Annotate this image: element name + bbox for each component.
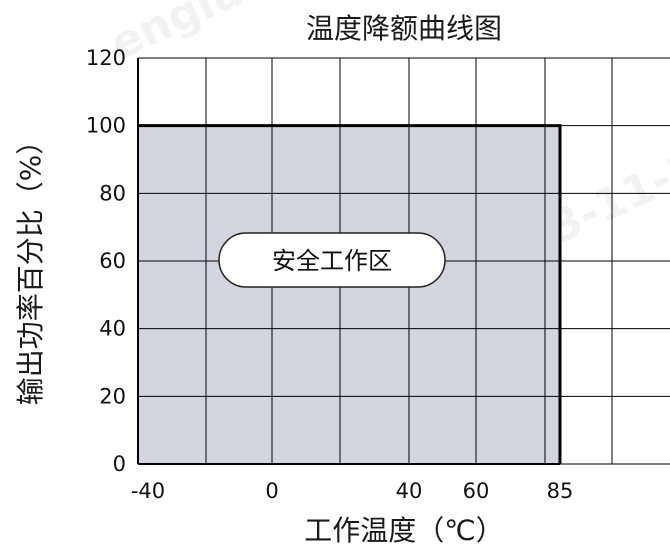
y-tick-label: 60 xyxy=(99,249,126,273)
annotation-layer: 安全工作区 xyxy=(218,232,446,288)
x-tick-label: 40 xyxy=(396,479,423,503)
y-tick-label: 0 xyxy=(113,452,126,476)
annotation-badge xyxy=(218,232,446,288)
y-tick-label: 20 xyxy=(99,384,126,408)
y-axis-label: 输出功率百分比（%） xyxy=(14,127,47,406)
x-tick-label: 85 xyxy=(547,479,574,503)
x-axis-label: 工作温度（℃） xyxy=(304,514,503,547)
y-tick-label: 100 xyxy=(86,114,126,138)
derating-curve-line xyxy=(138,124,562,464)
chart-title: 温度降额曲线图 xyxy=(306,12,502,45)
safe-area-fill xyxy=(138,125,560,465)
y-tick-label: 40 xyxy=(99,317,126,341)
annotation-label: 安全工作区 xyxy=(272,247,392,275)
y-tick-label: 120 xyxy=(86,46,126,70)
x-tick-label: -40 xyxy=(131,479,165,503)
x-tick-label: 60 xyxy=(463,479,490,503)
line-layer xyxy=(138,124,562,464)
fill-layer xyxy=(138,125,560,465)
text-layer: 温度降额曲线图 工作温度（℃） 输出功率百分比（%） xyxy=(14,12,504,547)
y-tick-label: 80 xyxy=(99,181,126,205)
x-tick-label: 0 xyxy=(265,479,278,503)
